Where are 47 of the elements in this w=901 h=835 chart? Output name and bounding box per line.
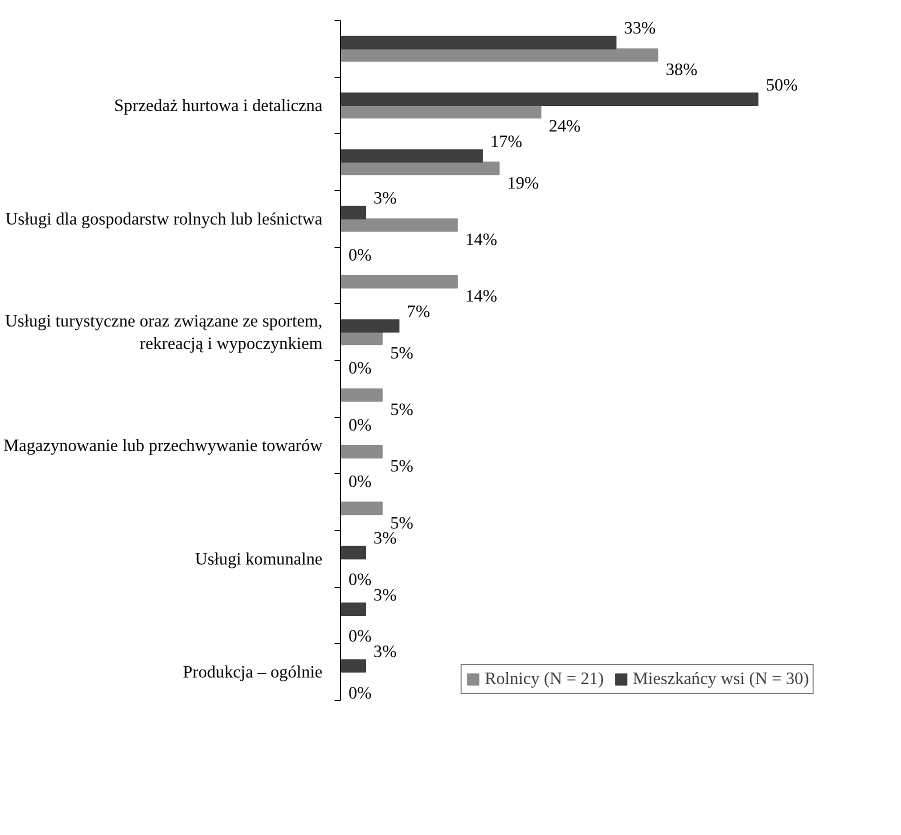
bar xyxy=(340,36,616,50)
legend-label: Rolnicy (N = 21) xyxy=(484,669,604,689)
bar xyxy=(340,332,383,346)
bar xyxy=(340,149,483,163)
data-label: 14% xyxy=(465,286,498,306)
data-label: 38% xyxy=(666,60,698,80)
bar xyxy=(340,92,758,106)
data-label: 0% xyxy=(348,626,372,646)
y-tick-label: Usługi komunalne xyxy=(194,549,323,568)
data-label: 0% xyxy=(348,570,372,590)
data-label: 19% xyxy=(507,173,539,192)
bar xyxy=(340,275,458,288)
data-label: 3% xyxy=(374,188,397,208)
data-label: 0% xyxy=(348,358,372,378)
data-label: 24% xyxy=(548,116,581,136)
legend-label: Mieszkańcy wsi (N = 30) xyxy=(632,669,809,689)
bar xyxy=(340,602,366,616)
data-label: 17% xyxy=(490,132,522,151)
data-label: 33% xyxy=(624,18,656,38)
bar xyxy=(340,546,366,560)
bar xyxy=(340,319,400,333)
data-label: 0% xyxy=(348,472,372,491)
y-tick-label: Usługi turystyczne oraz związane ze sportem, rekreacją i wypoczynkiem xyxy=(4,311,324,354)
bar xyxy=(340,162,500,176)
data-label: 5% xyxy=(390,400,414,420)
data-label: 14% xyxy=(465,230,498,250)
y-tick-label: Sprzedaż hurtowa i detaliczna xyxy=(114,96,323,115)
data-label: 0% xyxy=(348,683,372,702)
y-tick-label: Usługi dla gospodarstw rolnych lub leśnictwa xyxy=(5,209,323,228)
y-tick-label: Magazynowanie lub przechwywanie towarów xyxy=(3,436,323,455)
data-label: 7% xyxy=(406,302,430,321)
data-label: 0% xyxy=(348,415,372,434)
data-label: 0% xyxy=(348,245,372,264)
bar xyxy=(340,659,366,673)
bar xyxy=(340,502,383,516)
bar xyxy=(340,206,366,220)
data-label: 5% xyxy=(390,343,414,362)
data-label: 3% xyxy=(374,585,397,604)
bar xyxy=(340,218,458,232)
bar xyxy=(340,388,383,402)
data-label: 5% xyxy=(390,456,414,476)
bar xyxy=(340,105,542,118)
bar xyxy=(340,445,383,458)
data-label: 3% xyxy=(374,642,397,661)
y-tick-label: Produkcja – ogólnie xyxy=(182,662,323,682)
data-label: 50% xyxy=(766,75,798,94)
bar xyxy=(340,48,658,62)
